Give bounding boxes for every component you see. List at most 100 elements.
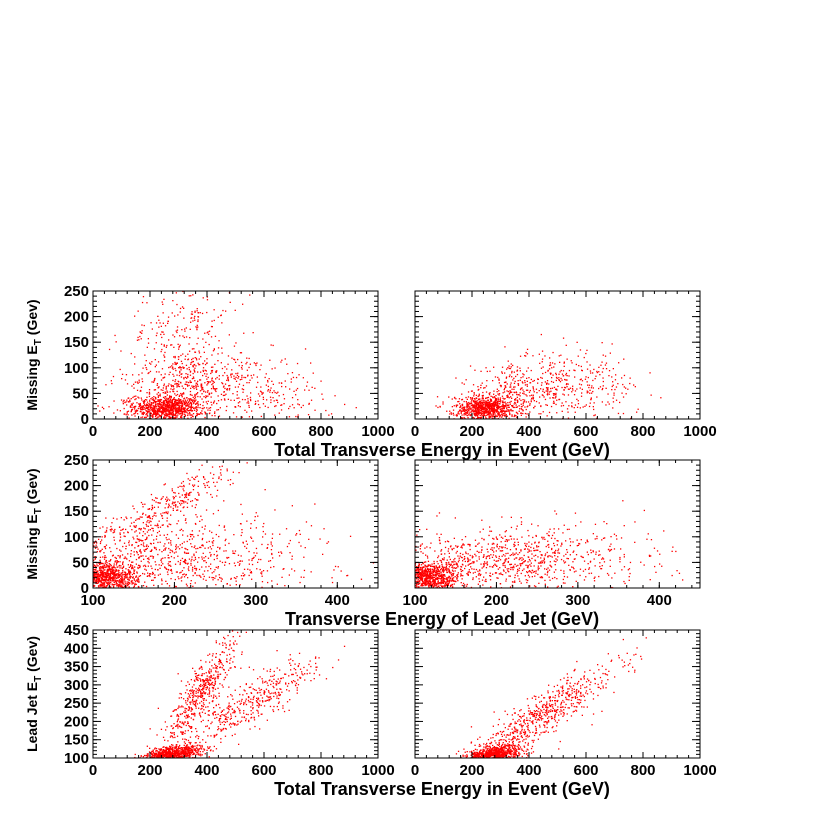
data-point	[94, 585, 96, 587]
data-point	[504, 346, 506, 348]
data-point	[195, 504, 197, 506]
data-point	[206, 311, 208, 314]
data-point	[118, 574, 120, 577]
data-point	[239, 560, 241, 562]
data-point	[147, 519, 149, 522]
data-point	[149, 362, 151, 364]
data-point	[105, 556, 107, 559]
data-point	[257, 403, 260, 406]
data-point	[481, 401, 483, 404]
data-point	[178, 408, 180, 410]
data-point	[517, 400, 519, 403]
data-point	[101, 567, 103, 569]
data-point	[119, 574, 121, 576]
data-point	[149, 517, 151, 520]
data-point	[108, 569, 110, 571]
data-point	[181, 485, 183, 488]
data-point	[125, 583, 127, 585]
data-point	[147, 415, 149, 417]
data-point	[153, 348, 156, 350]
data-point	[561, 386, 563, 389]
data-point	[472, 416, 474, 419]
data-point	[180, 400, 182, 402]
data-point	[509, 403, 511, 405]
data-point	[114, 543, 116, 545]
data-point	[157, 409, 159, 411]
data-point	[176, 331, 178, 334]
data-point	[477, 403, 480, 405]
data-point	[139, 331, 141, 333]
data-point	[182, 480, 184, 483]
data-point	[158, 520, 160, 522]
data-point	[152, 413, 154, 415]
data-point	[119, 410, 121, 412]
data-point	[480, 412, 483, 414]
data-point	[222, 374, 224, 377]
data-point	[202, 362, 204, 365]
data-point	[168, 383, 170, 385]
data-point	[202, 370, 205, 373]
data-point	[132, 402, 134, 404]
data-point	[115, 580, 117, 583]
data-point	[470, 390, 473, 392]
data-point	[224, 372, 226, 374]
data-point	[95, 540, 97, 542]
data-point	[190, 399, 193, 401]
data-point	[192, 401, 194, 403]
data-point	[170, 565, 172, 567]
data-point	[211, 414, 213, 417]
data-point	[194, 567, 196, 570]
data-point	[192, 294, 194, 296]
data-point	[167, 511, 169, 513]
data-point	[529, 404, 531, 406]
data-point	[102, 570, 104, 573]
data-point	[480, 406, 482, 408]
data-point	[156, 332, 158, 334]
data-point	[167, 409, 169, 411]
data-point	[152, 557, 154, 559]
data-point	[140, 560, 142, 562]
data-point	[210, 554, 212, 556]
data-point	[220, 314, 222, 317]
data-point	[249, 379, 251, 381]
data-point	[99, 527, 101, 529]
data-point	[127, 583, 130, 585]
data-point	[226, 368, 228, 370]
data-point	[157, 404, 159, 406]
data-point	[216, 489, 219, 491]
data-point	[196, 327, 198, 329]
data-point	[122, 569, 124, 572]
data-point	[479, 400, 482, 402]
data-point	[173, 397, 175, 399]
data-point	[252, 332, 254, 334]
data-point	[93, 559, 95, 561]
data-point	[196, 402, 198, 404]
data-point	[209, 551, 211, 554]
data-point	[217, 509, 219, 512]
data-point	[116, 583, 119, 585]
data-point	[130, 572, 132, 574]
data-point	[480, 401, 482, 403]
data-point	[483, 387, 485, 389]
data-point	[134, 547, 136, 549]
data-point	[224, 387, 226, 390]
data-point	[493, 408, 495, 410]
data-point	[166, 403, 168, 405]
data-point	[520, 377, 522, 379]
data-point	[175, 504, 177, 506]
data-point	[102, 580, 105, 582]
data-point	[461, 382, 463, 384]
data-point	[174, 403, 176, 405]
data-point	[180, 413, 182, 415]
data-point	[175, 362, 177, 364]
data-point	[533, 379, 535, 382]
data-point	[486, 413, 489, 416]
data-point	[183, 378, 185, 380]
data-point	[208, 407, 210, 409]
data-point	[190, 363, 192, 365]
data-point	[133, 526, 136, 528]
data-point	[141, 372, 143, 374]
data-point	[245, 363, 247, 365]
data-point	[151, 504, 153, 507]
